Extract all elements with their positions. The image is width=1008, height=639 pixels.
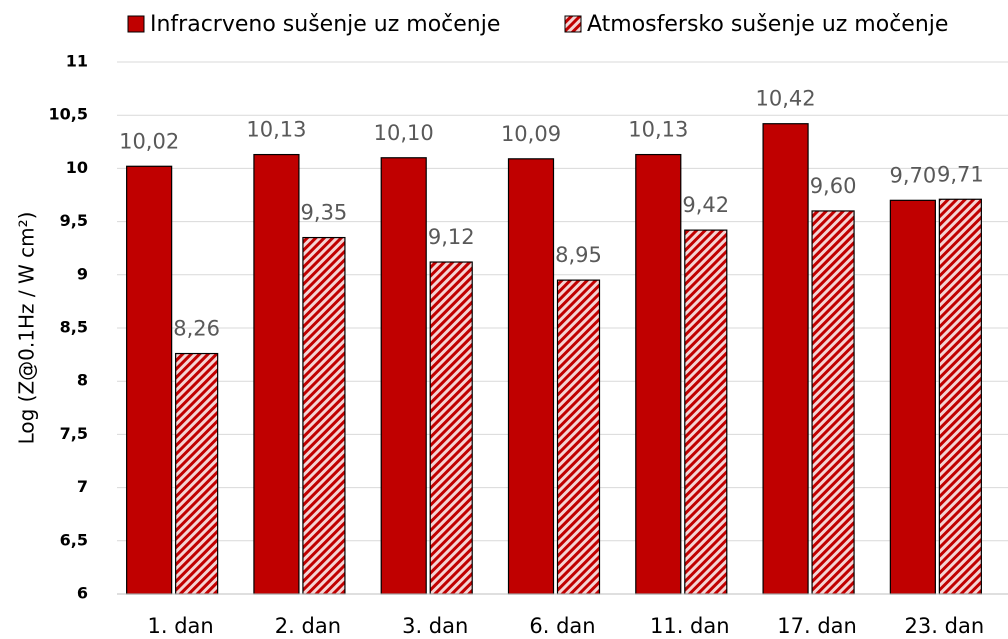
x-tick-label: 2. dan <box>275 614 341 638</box>
y-tick-label: 8 <box>77 371 88 390</box>
y-tick-label: 6 <box>77 584 88 603</box>
value-label: 10,02 <box>119 129 179 153</box>
y-tick-label: 10 <box>66 158 88 177</box>
x-tick-label: 1. dan <box>148 614 214 638</box>
y-axis-label: Log (Z@0.1Hz / W cm²) <box>15 212 39 445</box>
legend-swatch <box>564 15 582 33</box>
value-label: 9,42 <box>682 193 729 217</box>
legend-label: Infracrveno sušenje uz močenje <box>150 12 500 37</box>
bar <box>302 236 346 595</box>
bar <box>380 157 427 595</box>
bar <box>635 153 682 595</box>
bar <box>126 165 173 595</box>
y-tick-label: 11 <box>66 52 88 71</box>
y-tick-label: 9,5 <box>60 211 88 230</box>
value-label: 10,10 <box>374 121 434 145</box>
bar <box>762 123 809 595</box>
value-label: 10,13 <box>628 118 688 142</box>
y-tick-label: 7 <box>77 477 88 496</box>
x-tick-label: 17. dan <box>777 614 857 638</box>
y-tick-label: 7,5 <box>60 424 88 443</box>
bar <box>175 352 219 595</box>
x-tick-label: 11. dan <box>650 614 730 638</box>
x-tick-label: 23. dan <box>905 614 985 638</box>
legend-label: Atmosfersko sušenje uz močenje <box>587 12 948 37</box>
value-label: 9,60 <box>810 174 857 198</box>
y-tick-label: 6,5 <box>60 530 88 549</box>
value-label: 8,95 <box>555 243 602 267</box>
y-tick-label: 8,5 <box>60 318 88 337</box>
bar <box>507 158 555 595</box>
y-tick-label: 9 <box>77 264 88 283</box>
value-label: 10,42 <box>756 87 816 111</box>
bar <box>938 198 982 595</box>
bar <box>811 210 855 595</box>
legend-swatch <box>127 15 145 33</box>
value-label: 9,12 <box>428 225 475 249</box>
bar <box>429 261 473 595</box>
bar <box>556 279 601 595</box>
bar <box>889 199 936 595</box>
x-tick-label: 3. dan <box>402 614 468 638</box>
value-label: 9,71 <box>937 162 984 186</box>
value-label: 8,26 <box>173 317 220 341</box>
value-label: 9,70 <box>889 163 936 187</box>
y-tick-label: 10,5 <box>49 105 88 124</box>
value-label: 10,13 <box>246 118 306 142</box>
bar <box>253 153 300 595</box>
value-label: 10,09 <box>501 122 561 146</box>
value-label: 9,35 <box>301 201 348 225</box>
x-tick-label: 6. dan <box>529 614 595 638</box>
bar <box>684 229 728 595</box>
